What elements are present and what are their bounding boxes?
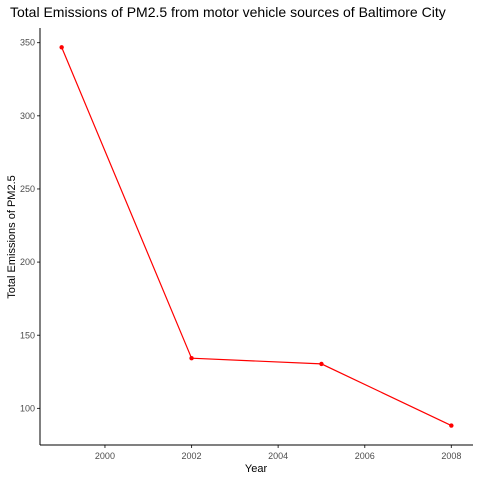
x-tick-label: 2004 xyxy=(268,451,288,461)
y-axis-title: Total Emissions of PM2.5 xyxy=(6,175,18,299)
x-axis-title: Year xyxy=(245,463,268,475)
chart-title: Total Emissions of PM2.5 from motor vehi… xyxy=(10,4,446,20)
series-line xyxy=(61,47,452,427)
series-layer xyxy=(59,45,454,428)
y-tick-label: 300 xyxy=(20,111,35,121)
y-tick-label: 200 xyxy=(20,257,35,267)
x-tick-label: 2002 xyxy=(182,451,202,461)
y-tick-label: 350 xyxy=(20,38,35,48)
y-tick-label: 100 xyxy=(20,403,35,413)
y-tick-label: 150 xyxy=(20,330,35,340)
data-point xyxy=(449,423,454,428)
x-tick-label: 2000 xyxy=(95,451,115,461)
x-tick-label: 2006 xyxy=(355,451,375,461)
data-point xyxy=(319,361,324,367)
x-tick-label: 2008 xyxy=(441,451,461,461)
data-point xyxy=(189,356,194,361)
y-tick-label: 250 xyxy=(20,184,35,194)
data-point xyxy=(59,45,64,50)
